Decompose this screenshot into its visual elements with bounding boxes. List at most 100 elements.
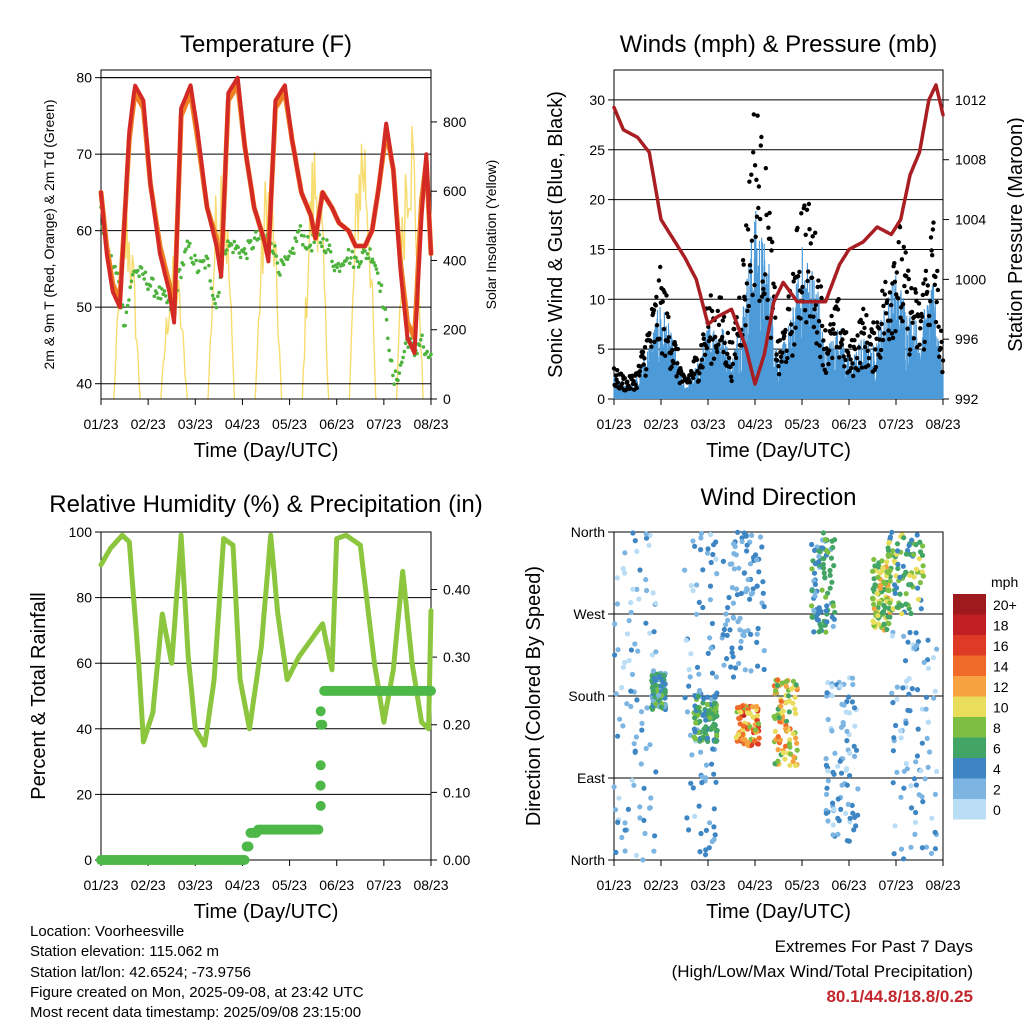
direction-point [917, 580, 924, 586]
gust-point [737, 295, 742, 300]
gust-point [659, 351, 665, 356]
dewpoint-point [287, 254, 291, 259]
dewpoint-point [210, 293, 215, 298]
direction-point [894, 604, 900, 610]
dewpoint-point [245, 256, 249, 261]
gust-point [768, 335, 774, 340]
precip-point [315, 800, 326, 811]
y2-tick-label: 400 [443, 252, 467, 268]
gust-point [940, 358, 946, 363]
direction-point [890, 780, 896, 786]
direction-point [831, 563, 837, 569]
direction-point [734, 592, 741, 598]
direction-point [887, 600, 893, 606]
direction-point [918, 768, 924, 774]
dewpoint-point [157, 285, 162, 289]
direction-point [711, 721, 717, 727]
direction-point [821, 570, 827, 576]
gust-point [671, 360, 676, 366]
dewpoint-point [406, 345, 411, 350]
gust-point [799, 211, 804, 216]
direction-point [923, 694, 930, 700]
gust-point [803, 232, 808, 237]
direction-point [641, 817, 647, 824]
direction-point [704, 694, 711, 700]
direction-point [684, 815, 690, 821]
dewpoint-point [237, 251, 242, 255]
direction-point [755, 663, 761, 669]
direction-point [893, 722, 899, 729]
gust-point [898, 315, 903, 320]
dewpoint-point [271, 251, 276, 256]
direction-point [620, 723, 626, 729]
direction-point [897, 591, 903, 597]
direction-point [619, 685, 625, 691]
direction-point [786, 709, 792, 715]
gust-point [826, 348, 832, 353]
gust-point [644, 367, 649, 372]
direction-point [711, 806, 717, 812]
gust-point [714, 349, 720, 355]
direction-point [748, 591, 754, 597]
gust-point [657, 336, 662, 341]
direction-point [853, 747, 860, 753]
x-tick-label: 02/23 [131, 416, 166, 432]
direction-point [644, 587, 650, 594]
y-tick-label: 25 [589, 142, 605, 158]
direction-point [852, 753, 858, 760]
gust-point [829, 313, 834, 319]
direction-point [761, 648, 767, 654]
gust-point [836, 297, 841, 302]
direction-point [633, 734, 640, 740]
x-tick-label: 06/23 [831, 416, 866, 432]
gust-point [620, 381, 625, 386]
direction-point [891, 851, 897, 857]
legend-swatch [953, 778, 986, 799]
dewpoint-point [146, 287, 150, 292]
gust-point [772, 284, 777, 290]
y-tick-label: South [568, 688, 605, 704]
dewpoint-point [403, 341, 408, 346]
direction-point [897, 574, 903, 580]
x-tick-label: 02/23 [643, 877, 678, 893]
direction-point [787, 762, 793, 768]
gust-point [769, 248, 774, 253]
direction-point [612, 807, 619, 813]
direction-point [692, 715, 698, 721]
direction-point [725, 605, 731, 611]
dewpoint-point [185, 239, 190, 244]
gust-point [628, 386, 633, 391]
direction-point [696, 803, 702, 809]
y2-tick-label: 0.40 [443, 581, 470, 597]
direction-point [913, 782, 920, 788]
dewpoint-point [346, 247, 351, 252]
gust-point [753, 234, 758, 239]
gust-point [720, 318, 725, 323]
direction-point [823, 810, 829, 816]
gust-point [754, 214, 760, 219]
direction-point [713, 779, 719, 785]
dewpoint-point [400, 360, 404, 365]
direction-point [884, 626, 890, 633]
direction-point [919, 706, 925, 712]
direction-point [903, 720, 909, 726]
gust-point [718, 295, 724, 300]
direction-point [653, 649, 659, 655]
gust-point [883, 279, 888, 285]
rh-series [98, 532, 434, 748]
gust-point [921, 347, 927, 352]
legend-swatch [953, 696, 986, 717]
direction-point [711, 771, 717, 777]
direction-point [901, 535, 907, 541]
direction-point [707, 820, 713, 826]
gust-point [770, 239, 775, 245]
precip-point [315, 706, 326, 717]
gust-point [936, 324, 941, 329]
legend-swatch [953, 635, 986, 656]
direction-point [710, 551, 716, 558]
dewpoint-point [327, 243, 332, 247]
legend-label: 0 [993, 802, 1001, 818]
y-tick-label: 40 [76, 376, 92, 392]
direction-point [688, 780, 694, 786]
direction-point [693, 611, 700, 617]
